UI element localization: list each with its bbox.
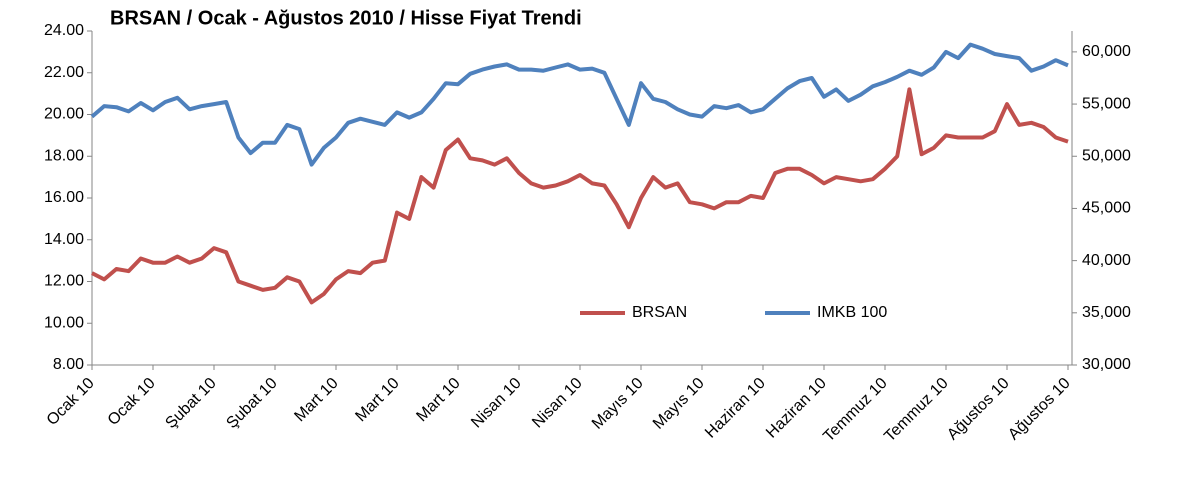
x-tick-label: Ocak 10 (44, 375, 98, 429)
y2-tick-label: 40,000 (1082, 252, 1131, 269)
chart-title: BRSAN / Ocak - Ağustos 2010 / Hisse Fiya… (110, 7, 582, 29)
y2-tick-label: 50,000 (1082, 147, 1131, 164)
x-tick-label: Ağustos 10 (1005, 375, 1074, 444)
x-tick-label: Şubat 10 (162, 375, 219, 432)
y-tick-label: 14.00 (44, 231, 84, 248)
y2-tick-label: 30,000 (1082, 356, 1131, 373)
x-tick-label: Mayıs 10 (650, 375, 708, 433)
y-tick-label: 22.00 (44, 64, 84, 81)
x-tick-label: Haziran 10 (763, 375, 830, 442)
y2-tick-label: 60,000 (1082, 43, 1131, 60)
x-tick-label: Ocak 10 (105, 375, 159, 429)
x-tick-label: Temmuz 10 (820, 375, 891, 446)
x-tick-label: Mart 10 (291, 375, 341, 425)
x-tick-label: Mart 10 (352, 375, 402, 425)
x-tick-label: Mayıs 10 (589, 375, 647, 433)
y-tick-label: 10.00 (44, 314, 84, 331)
y-tick-label: 20.00 (44, 106, 84, 123)
y2-tick-label: 45,000 (1082, 200, 1131, 217)
x-tick-label: Ağustos 10 (944, 375, 1013, 444)
x-tick-label: Nisan 10 (529, 375, 586, 432)
legend-label: IMKB 100 (817, 304, 887, 321)
y-tick-label: 8.00 (53, 356, 84, 373)
legend-label: BRSAN (632, 304, 687, 321)
x-tick-label: Haziran 10 (702, 375, 769, 442)
y2-tick-label: 35,000 (1082, 304, 1131, 321)
x-tick-label: Temmuz 10 (881, 375, 952, 446)
y2-tick-label: 55,000 (1082, 95, 1131, 112)
y-tick-label: 24.00 (44, 22, 84, 39)
x-tick-label: Nisan 10 (468, 375, 525, 432)
x-tick-label: Şubat 10 (223, 375, 280, 432)
y-tick-label: 18.00 (44, 147, 84, 164)
y-tick-label: 16.00 (44, 189, 84, 206)
x-tick-label: Mart 10 (413, 375, 463, 425)
series-line (91, 87, 1069, 305)
y-tick-label: 12.00 (44, 273, 84, 290)
series-line (90, 42, 1069, 167)
